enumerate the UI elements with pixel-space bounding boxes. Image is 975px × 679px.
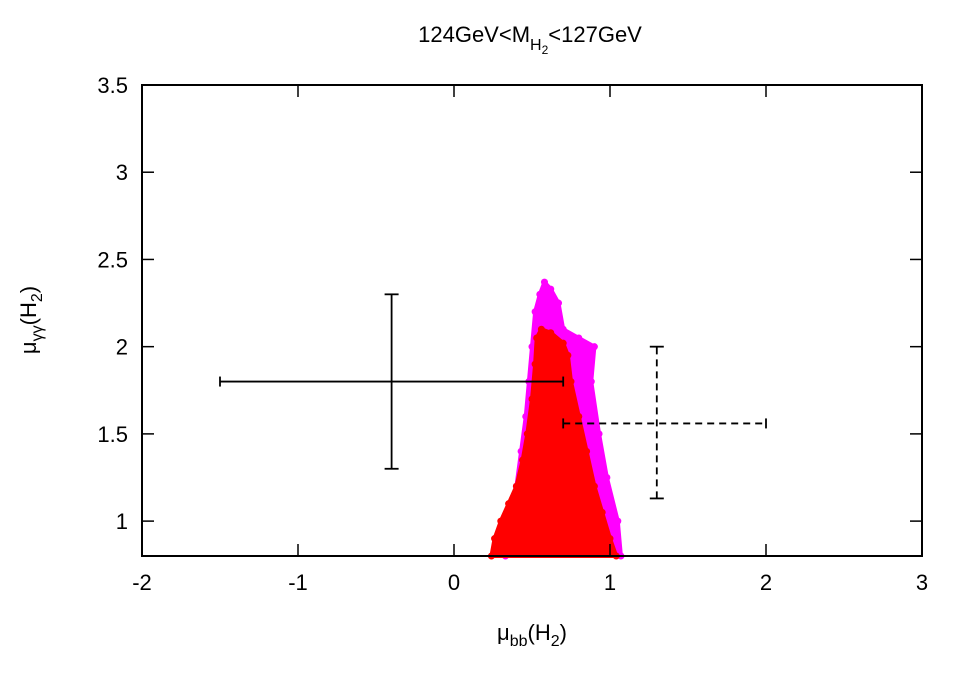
ylabel-paren-close: ) [16, 286, 41, 293]
scatter-region-1 [489, 327, 619, 558]
plot-frame [141, 84, 923, 557]
scatter-point-1-18 [598, 508, 606, 516]
scatter-point-1-7 [528, 395, 536, 403]
x-tick-label-2: 0 [448, 570, 460, 595]
title-pre: 124GeV<M [418, 22, 530, 47]
scatter-point-1-10 [537, 325, 545, 333]
xlabel-paren-close: ) [560, 620, 567, 645]
error-bars [219, 293, 767, 500]
x-tick-label-3: 1 [604, 570, 616, 595]
title-post: <127GeV [548, 22, 642, 47]
xlabel-main: μ [497, 620, 510, 645]
scatter-point-0-9 [540, 278, 548, 286]
x-tick-label-4: 2 [760, 570, 772, 595]
x-tick-label-5: 3 [916, 570, 928, 595]
xlabel-sub: bb [510, 633, 528, 650]
axis-ticks: -2 -1 0 1 2 3 1 1.5 2 2.5 3 3.5 [97, 73, 928, 595]
y-tick-label-4: 3 [116, 160, 128, 185]
scatter-point-1-19 [606, 535, 614, 543]
y-tick-label-3: 2.5 [97, 247, 128, 272]
scatter-point-1-5 [519, 456, 527, 464]
scatter-point-1-11 [547, 329, 555, 337]
ylabel-main: μ [16, 341, 41, 354]
y-tick-label-5: 3.5 [97, 73, 128, 98]
scatter-point-0-18 [614, 517, 622, 525]
scatter-point-1-1 [491, 535, 499, 543]
scatter-point-0-11 [555, 299, 563, 307]
title-subsub: 2 [542, 43, 549, 57]
scatter-point-0-10 [547, 285, 555, 293]
ylabel-sub: γγ [29, 325, 46, 341]
scatter-point-0-14 [590, 343, 598, 351]
scatter-point-0-8 [536, 290, 544, 298]
scatter-point-1-15 [575, 412, 583, 420]
scatter-point-0-15 [587, 378, 595, 386]
scatter-point-1-16 [583, 447, 591, 455]
scatter-point-1-6 [523, 430, 531, 438]
scatter-point-1-8 [531, 360, 539, 368]
title-sub: H [530, 37, 542, 54]
ylabel-paren-open: (H [16, 302, 41, 325]
x-tick-label-1: -1 [288, 570, 308, 595]
xlabel-paren-sub: 2 [551, 633, 560, 650]
scatter-point-1-4 [512, 482, 520, 490]
scatter-point-0-7 [531, 308, 539, 316]
scatter-point-1-12 [559, 339, 567, 347]
scatter-point-1-9 [533, 334, 541, 342]
x-tick-label-0: -2 [132, 570, 152, 595]
scatter-point-1-2 [497, 517, 505, 525]
x-axis-label: μbb(H2) [497, 620, 567, 650]
y-tick-label-0: 1 [116, 509, 128, 534]
scatter-point-0-13 [575, 334, 583, 342]
chart-title: 124GeV<MH2<127GeV [418, 22, 642, 57]
scatter-point-0-17 [603, 474, 611, 481]
scatter-regions [487, 278, 625, 560]
scatter-point-1-14 [567, 378, 575, 386]
y-axis-label: μγγ(H2) [16, 286, 46, 354]
ylabel-paren-sub: 2 [29, 293, 46, 302]
scatter-point-1-17 [590, 482, 598, 490]
scatter-point-1-3 [505, 500, 513, 508]
scatter-point-0-6 [528, 343, 536, 351]
y-tick-label-2: 2 [116, 335, 128, 360]
y-tick-label-1: 1.5 [97, 422, 128, 447]
scatter-point-0-12 [559, 325, 567, 333]
xlabel-paren-open: (H [528, 620, 551, 645]
scatter-point-0-16 [595, 430, 603, 438]
scatter-point-1-13 [564, 351, 572, 359]
